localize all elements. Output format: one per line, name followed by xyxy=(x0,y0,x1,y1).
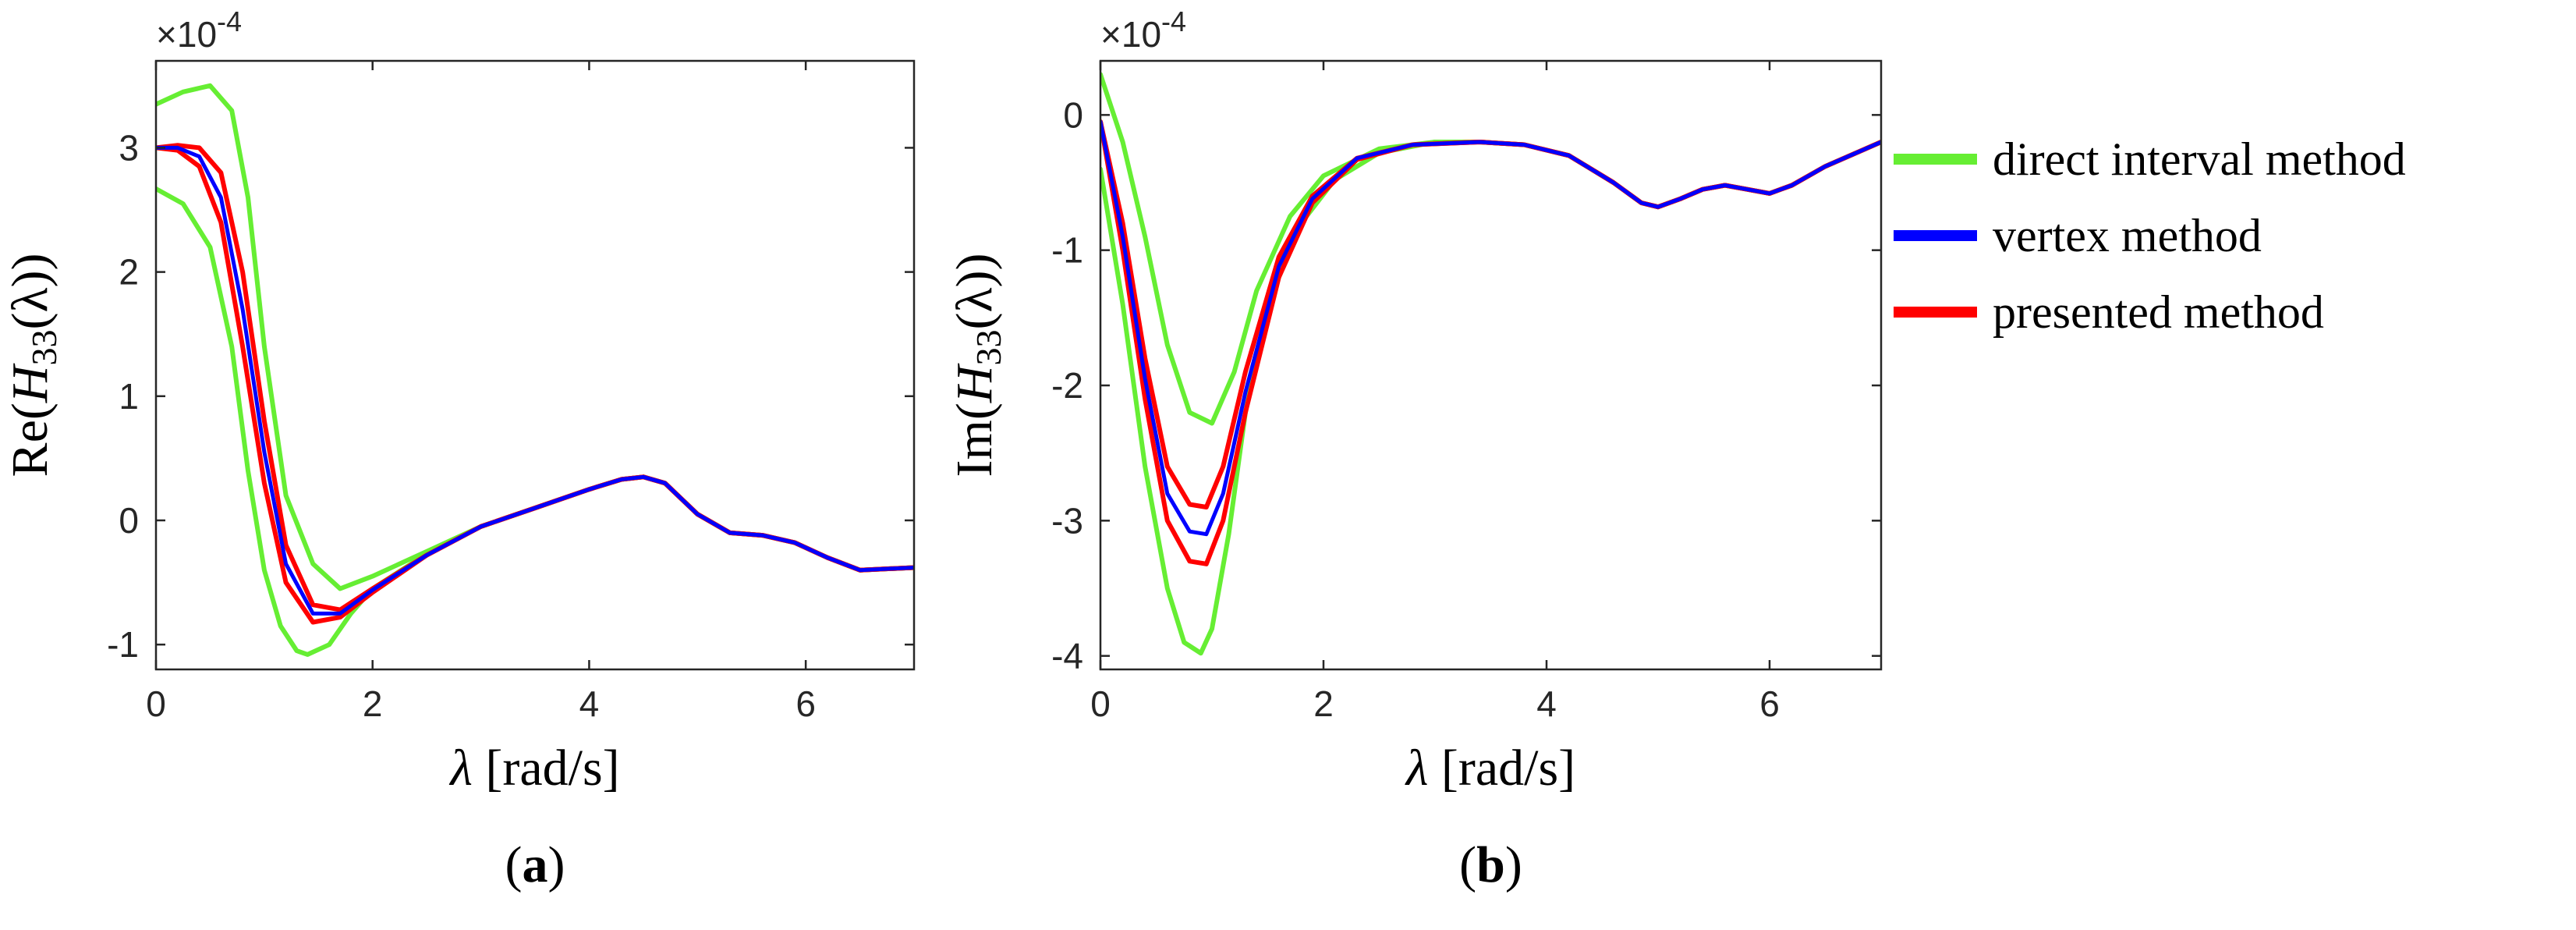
legend-label: presented method xyxy=(1993,286,2324,338)
x-axis-label: λ [rad/s] xyxy=(1405,740,1575,797)
y-axis-label: Re(H33(λ)) xyxy=(2,254,64,477)
series-line-presented-method-upper xyxy=(1100,119,1881,509)
x-tick-label: 2 xyxy=(363,683,383,724)
series-line-vertex-method xyxy=(1100,119,1881,537)
x-axis-label: λ [rad/s] xyxy=(448,740,619,797)
x-tick-label: 2 xyxy=(1313,683,1334,724)
y-axis-label: Im(H33(λ)) xyxy=(946,254,1008,477)
y-tick-label: -4 xyxy=(1051,636,1083,676)
series-group xyxy=(156,83,914,657)
series-line-presented-method-lower xyxy=(1100,119,1881,566)
plot-frame xyxy=(154,59,916,671)
legend: direct interval method vertex method prese… xyxy=(1894,133,2406,338)
x-tick-label: 4 xyxy=(1536,683,1557,724)
y-tick-label: 1 xyxy=(119,376,139,417)
y-tick-label: 3 xyxy=(119,127,139,168)
x-tick-label: 6 xyxy=(1759,683,1780,724)
y-tick-label: -3 xyxy=(1051,500,1083,541)
panel-b: 0 2 4 6 -4 -3 -2 -1 0 ×10-4 λ [rad/s] (b) Im(H33(λ)) xyxy=(946,5,1883,893)
series-line-direct-interval-method-upper xyxy=(1100,72,1881,426)
series-line-direct-interval-method-lower xyxy=(156,186,914,657)
y-tick-label: 0 xyxy=(1063,94,1083,135)
x-tick-label: 4 xyxy=(579,683,600,724)
legend-label: vertex method xyxy=(1993,210,2262,261)
series-group xyxy=(1100,72,1881,656)
y-tick-label: -2 xyxy=(1051,365,1083,406)
y-tick-label: 2 xyxy=(119,252,139,293)
exponent-label: ×10-4 xyxy=(156,5,242,55)
series-line-direct-interval-method-lower xyxy=(1100,140,1881,656)
exponent-label: ×10-4 xyxy=(1100,5,1186,55)
y-tick-label: 0 xyxy=(119,500,139,541)
y-tick-label: -1 xyxy=(1051,230,1083,271)
x-tick-label: 0 xyxy=(146,683,166,724)
x-tick-label: 0 xyxy=(1090,683,1111,724)
panel-label: (b) xyxy=(1459,836,1522,893)
plot-frame xyxy=(1099,59,1883,671)
y-tick-label: -1 xyxy=(107,624,139,665)
x-tick-label: 6 xyxy=(795,683,816,724)
legend-label: direct interval method xyxy=(1993,133,2406,185)
series-line-vertex-method xyxy=(156,145,914,616)
panel-label: (a) xyxy=(505,836,565,893)
